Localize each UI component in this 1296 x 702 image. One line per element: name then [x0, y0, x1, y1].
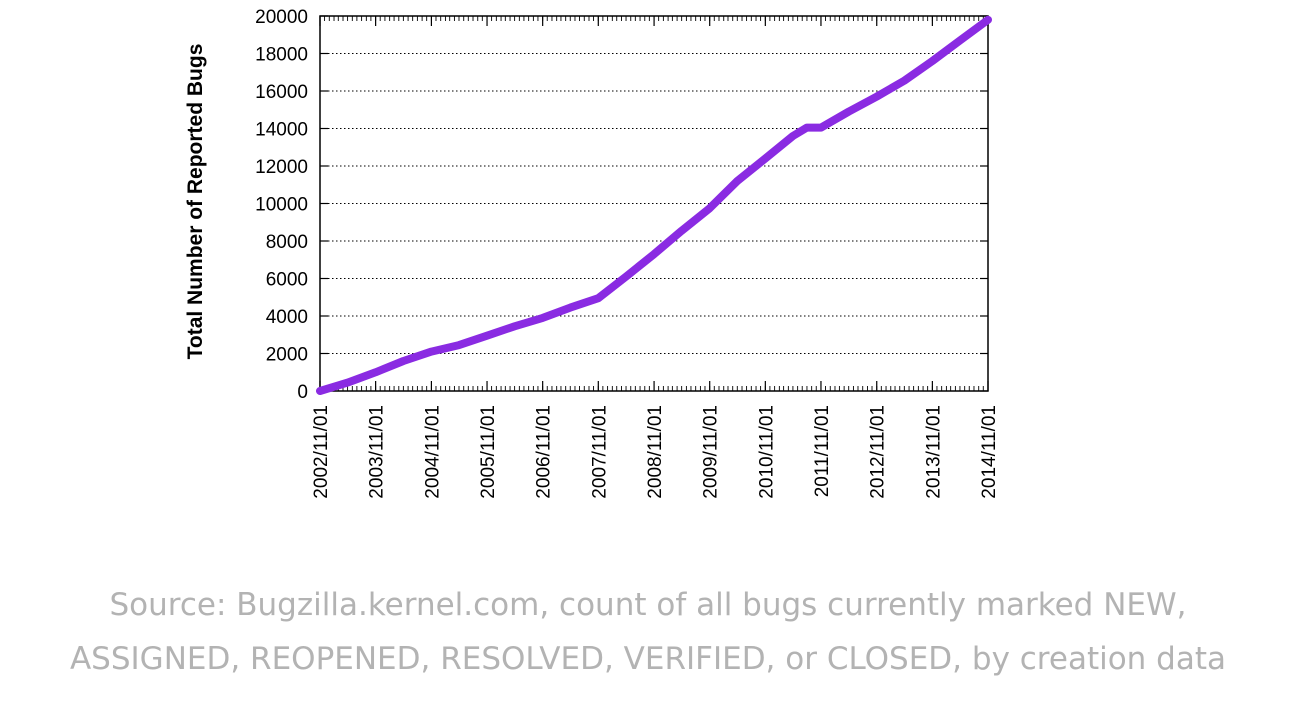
- x-tick-label-9: 2011/11/01: [812, 405, 833, 497]
- x-tick-label-6: 2008/11/01: [645, 405, 666, 499]
- series-group: [316, 15, 992, 395]
- y-tick-label-1: 2000: [266, 345, 308, 366]
- y-tick-label-5: 10000: [255, 195, 308, 216]
- x-tick-label-1: 2003/11/01: [367, 405, 388, 499]
- x-tick-label-3: 2005/11/01: [478, 405, 499, 499]
- x-tick-labels: 2002/11/01 2003/11/01 2004/11/01 2005/11/01…: [311, 16, 1000, 499]
- x-tick-label-8: 2010/11/01: [756, 405, 777, 499]
- y-tick-labels: 0 2000 4000 6000 8000 10000 12000 14000 16000 180…: [255, 7, 988, 403]
- y-tick-label-10: 20000: [255, 7, 308, 28]
- caption-line-1: Source: Bugzilla.kernel.com, count of al…: [109, 587, 1187, 623]
- grid-lines: [320, 53, 988, 354]
- y-tick-label-3: 6000: [266, 270, 308, 291]
- x-tick-label-11: 2013/11/01: [923, 405, 944, 499]
- y-tick-label-0: 0: [297, 382, 308, 403]
- y-tick-label-4: 8000: [266, 232, 308, 253]
- source-caption: Source: Bugzilla.kernel.com, count of al…: [0, 578, 1296, 686]
- series-line-0: [316, 15, 992, 395]
- x-tick-label-10: 2012/11/01: [868, 405, 889, 499]
- x-tick-label-12: 2014/11/01: [979, 405, 1000, 499]
- bug-count-chart: 0 2000 4000 6000 8000 10000 12000 14000 16000 180…: [184, 7, 1000, 499]
- y-tick-label-2: 4000: [266, 307, 308, 328]
- x-tick-label-5: 2007/11/01: [589, 405, 610, 499]
- y-tick-label-7: 14000: [255, 120, 308, 141]
- y-tick-label-8: 16000: [255, 82, 308, 103]
- y-axis-label: Total Number of Reported Bugs: [184, 44, 207, 360]
- x-tick-label-2: 2004/11/01: [422, 405, 443, 499]
- x-tick-label-7: 2009/11/01: [701, 405, 722, 499]
- y-tick-label-6: 12000: [255, 157, 308, 178]
- y-tick-label-9: 18000: [255, 45, 308, 66]
- x-tick-label-0: 2002/11/01: [311, 405, 332, 499]
- x-tick-label-4: 2006/11/01: [534, 405, 555, 499]
- caption-line-2: ASSIGNED, REOPENED, RESOLVED, VERIFIED, …: [69, 641, 1227, 677]
